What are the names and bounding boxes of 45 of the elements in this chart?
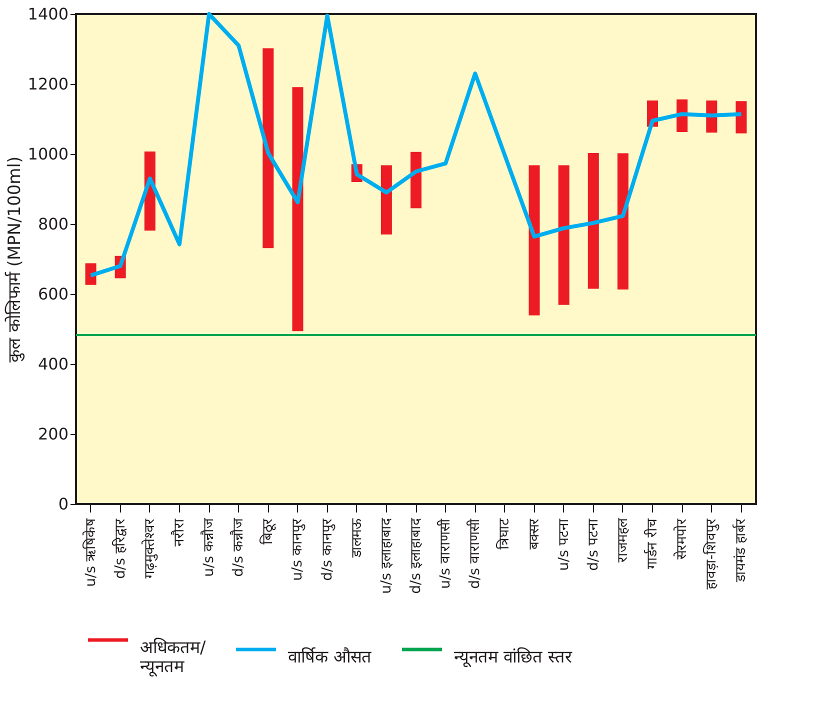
line-series [88,12,744,278]
x-tick-label: गढ़मुक्तेश्वर [140,518,158,578]
x-tick-label: बक्सर [526,518,542,550]
x-tick-label: त्रिघाट [496,518,513,550]
y-tick-label: 200 [38,424,68,444]
bar [617,153,628,290]
y-axis-title: कुल कोलिफार्म (MPN/100ml) [4,156,25,363]
x-tick-label: d/s वाराणसी [466,518,484,589]
x-tick-label: d/s इलाहाबाद [408,518,424,594]
x-tick-label: डालमऊ [348,518,365,558]
x-tick-label: u/s ऋषिकेष [82,518,99,587]
x-tick-label: d/s कन्नौज [230,518,247,577]
legend-label: न्यूनतम वांछित स्तर [454,646,573,668]
legend-label: अधिकतम/न्यूनतम [140,637,206,677]
x-tick-label: राजमहल [614,518,631,562]
y-tick-label: 1400 [28,4,68,24]
bar [736,101,747,134]
x-tick-label: u/s वाराणसी [436,518,454,589]
bar [292,87,304,332]
y-tick-label: 0 [58,494,68,514]
bar [410,152,422,208]
x-tick-label: सेरमपोर [673,518,690,560]
y-tick-label: 600 [38,284,68,304]
x-tick-label: हावड़ा-शिवपुर [702,518,720,590]
bar [588,152,599,289]
y-tick-label: 400 [38,354,68,374]
y-tick-label: 1000 [28,144,68,164]
bar [262,48,274,248]
y-tick-label: 800 [38,214,68,234]
bar [380,165,392,234]
x-tick-label: u/s कानपुर [290,518,306,581]
bar [558,165,570,305]
bar [528,165,540,316]
x-tick-label: u/s पटना [556,518,572,571]
legend-label: वार्षिक औसत [288,646,372,668]
x-tick-label: नरौरा [170,518,188,546]
x-tick-label: d/s कानपुर [319,518,336,581]
x-tick-label: d/s पटना [585,518,602,571]
x-tick-label: u/s इलाहाबाद [378,518,394,594]
x-tick-label: डायमंड हार्बर [732,518,750,583]
x-tick-label: बिठूर [259,518,276,544]
y-tick-label: 1200 [28,74,68,94]
x-tick-label: गार्डन रीच [644,518,661,569]
x-tick-label: u/s कन्नौज [200,518,218,577]
x-tick-label: d/s हरिद्वार [111,518,128,579]
